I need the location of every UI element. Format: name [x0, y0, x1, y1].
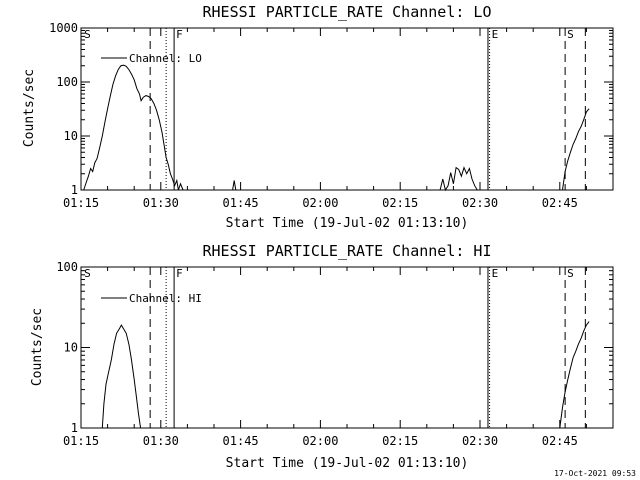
lo-legend-label: Channel: LO	[129, 52, 202, 65]
generation-timestamp: 17-Oct-2021 09:53	[554, 469, 636, 478]
lo-x-tick-label: 01:30	[143, 196, 179, 210]
lo-x-tick-label: 01:15	[63, 196, 99, 210]
hi-y-tick-label: 1	[71, 421, 78, 435]
hi-y-tick-label: 100	[56, 260, 78, 274]
lo-rate-series-line	[439, 166, 478, 192]
lo-event-marker-label: F	[176, 28, 183, 41]
lo-legend: Channel: LO	[101, 52, 202, 65]
hi-rate-series-line	[559, 321, 590, 429]
hi-x-axis-label: Start Time (19-Jul-02 01:13:10)	[226, 456, 469, 471]
hi-y-tick-label: 10	[64, 341, 78, 355]
hi-event-marker-label: F	[176, 267, 183, 280]
hi-x-tick-label: 01:30	[143, 434, 179, 448]
hi-legend: Channel: HI	[101, 292, 202, 305]
lo-y-tick-label: 1000	[49, 21, 78, 35]
hi-x-tick-label: 01:45	[223, 434, 259, 448]
hi-x-tick-label: 02:00	[302, 434, 338, 448]
hi-x-tick-label: 02:45	[542, 434, 578, 448]
hi-event-marker-label: S	[567, 267, 574, 280]
lo-x-tick-label: 02:00	[302, 196, 338, 210]
hi-event-marker-label: S	[84, 267, 91, 280]
hi-x-tick-label: 02:30	[462, 434, 498, 448]
hi-y-axis-label: Counts/sec	[30, 308, 45, 386]
lo-x-tick-label: 02:45	[542, 196, 578, 210]
lo-x-tick-label: 01:45	[223, 196, 259, 210]
lo-y-tick-label: 1	[71, 183, 78, 197]
lo-channel-panel: RHESSI PARTICLE_RATE Channel: LO Start T…	[22, 3, 614, 231]
lo-event-marker-label: E	[492, 28, 499, 41]
lo-y-axis-label: Counts/sec	[22, 69, 37, 147]
lo-event-marker-label: S	[567, 28, 574, 41]
lo-rate-series-line	[232, 180, 237, 191]
lo-x-axis-label: Start Time (19-Jul-02 01:13:10)	[226, 216, 469, 231]
lo-y-tick-label: 10	[64, 129, 78, 143]
lo-rate-series-line	[562, 108, 590, 191]
lo-event-marker-label: S	[84, 28, 91, 41]
hi-x-tick-label: 01:15	[63, 434, 99, 448]
lo-y-tick-label: 100	[56, 75, 78, 89]
hi-x-tick-label: 02:15	[382, 434, 418, 448]
lo-chart-title: RHESSI PARTICLE_RATE Channel: LO	[203, 3, 492, 21]
lo-x-tick-label: 02:15	[382, 196, 418, 210]
hi-rate-series-line	[101, 324, 142, 429]
hi-event-marker-label: E	[492, 267, 499, 280]
lo-x-tick-label: 02:30	[462, 196, 498, 210]
hi-legend-label: Channel: HI	[129, 292, 202, 305]
hi-chart-title: RHESSI PARTICLE_RATE Channel: HI	[203, 242, 492, 260]
lo-rate-series-line	[83, 64, 184, 191]
hi-channel-panel: RHESSI PARTICLE_RATE Channel: HI Start T…	[30, 242, 614, 471]
